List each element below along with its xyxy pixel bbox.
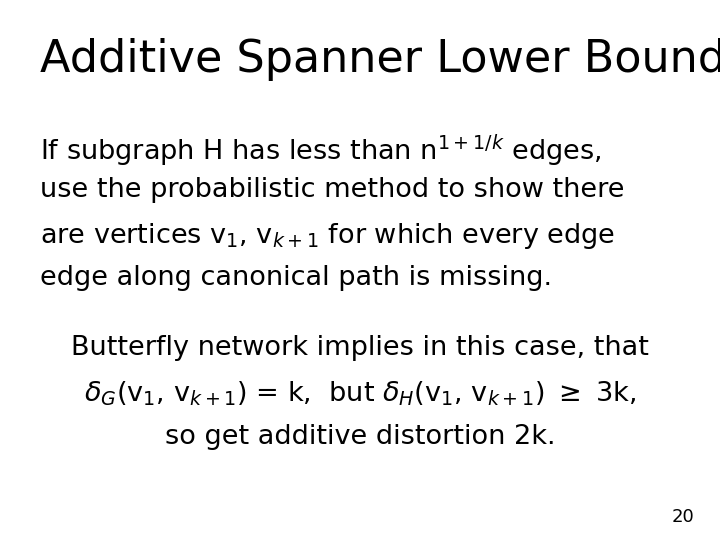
Text: If subgraph H has less than n$^{1+1/k}$ edges,: If subgraph H has less than n$^{1+1/k}$ …	[40, 132, 600, 169]
Text: use the probabilistic method to show there: use the probabilistic method to show the…	[40, 177, 624, 202]
Text: Additive Spanner Lower Bound: Additive Spanner Lower Bound	[40, 38, 720, 81]
Text: so get additive distortion 2k.: so get additive distortion 2k.	[165, 424, 555, 450]
Text: Butterfly network implies in this case, that: Butterfly network implies in this case, …	[71, 335, 649, 361]
Text: are vertices v$_1$, v$_{k+1}$ for which every edge: are vertices v$_1$, v$_{k+1}$ for which …	[40, 221, 615, 251]
Text: edge along canonical path is missing.: edge along canonical path is missing.	[40, 265, 552, 291]
Text: $\delta_G$(v$_1$, v$_{k+1}$) = k,  but $\delta_H$(v$_1$, v$_{k+1}$) $\geq$ 3k,: $\delta_G$(v$_1$, v$_{k+1}$) = k, but $\…	[84, 380, 636, 408]
Text: 20: 20	[672, 509, 695, 526]
